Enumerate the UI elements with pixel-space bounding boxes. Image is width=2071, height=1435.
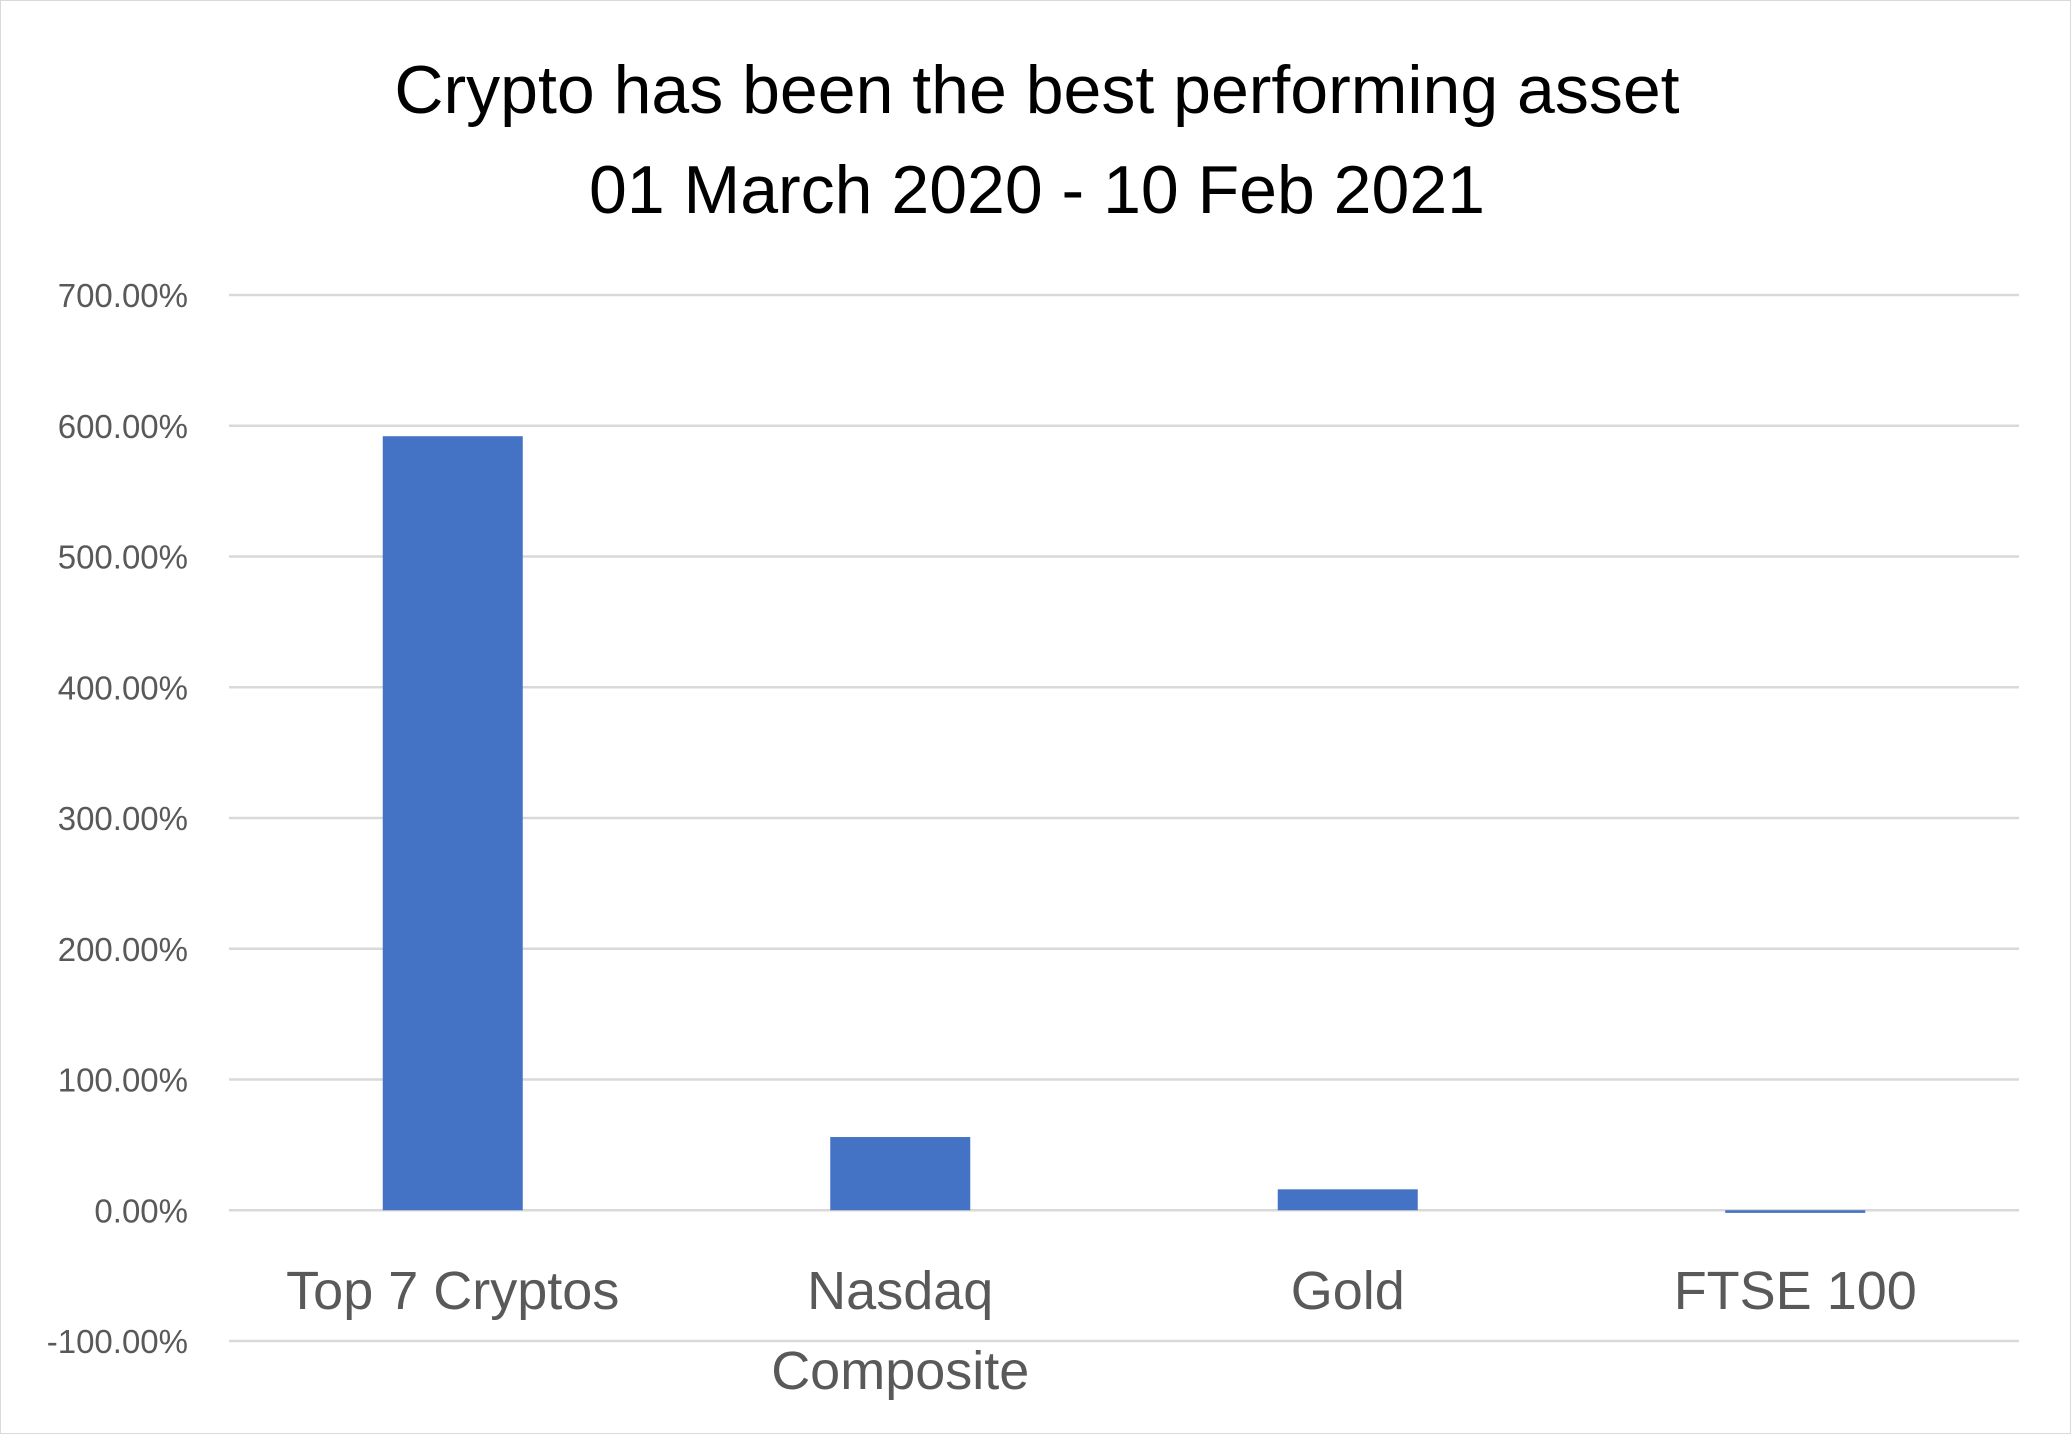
x-tick-label-line: Top 7 Cryptos (286, 1261, 619, 1321)
bar (1725, 1210, 1866, 1213)
bar (1277, 1189, 1418, 1211)
bars (382, 436, 1866, 1213)
y-tick-label: 500.00% (58, 539, 188, 576)
y-tick-label: 400.00% (58, 669, 188, 706)
y-axis-tick-labels: 700.00% 600.00% 500.00% 400.00% 300.00% 200.0… (47, 277, 188, 1360)
x-tick-label: FTSE 100 (1674, 1261, 1917, 1321)
bar (830, 1137, 971, 1211)
y-tick-label: 200.00% (58, 931, 188, 968)
gridlines (229, 293, 2019, 1343)
chart-title-line-1: Crypto has been the best performing asse… (394, 52, 1679, 128)
x-tick-label-line: Gold (1291, 1261, 1405, 1321)
y-tick-label: 300.00% (58, 800, 188, 837)
y-tick-label: 0.00% (94, 1192, 188, 1229)
x-tick-label-line: Nasdaq (807, 1261, 993, 1321)
y-tick-label: 600.00% (58, 408, 188, 445)
x-axis-tick-labels: Top 7 Cryptos Nasdaq Composite Gold FTSE 100 (286, 1261, 1917, 1401)
y-tick-label: 700.00% (58, 277, 188, 314)
x-tick-label: Top 7 Cryptos (286, 1261, 619, 1321)
x-tick-label-line: FTSE 100 (1674, 1261, 1917, 1321)
x-tick-label-line: Composite (771, 1341, 1029, 1401)
chart-title-line-2: 01 March 2020 - 10 Feb 2021 (589, 152, 1485, 228)
x-tick-label: Gold (1291, 1261, 1405, 1321)
x-tick-label: Nasdaq Composite (771, 1261, 1029, 1401)
bar (382, 436, 523, 1211)
y-tick-label: 100.00% (58, 1062, 188, 1099)
chart-title: Crypto has been the best performing asse… (394, 52, 1679, 228)
y-tick-label: -100.00% (47, 1323, 188, 1360)
